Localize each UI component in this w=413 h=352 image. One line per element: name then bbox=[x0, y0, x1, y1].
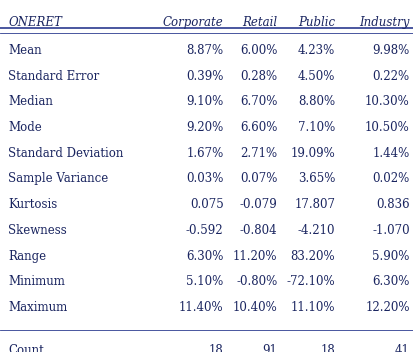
Text: 0.02%: 0.02% bbox=[372, 172, 409, 186]
Text: 1.67%: 1.67% bbox=[186, 147, 223, 160]
Text: 17.807: 17.807 bbox=[294, 198, 335, 211]
Text: 11.40%: 11.40% bbox=[178, 301, 223, 314]
Text: Standard Deviation: Standard Deviation bbox=[8, 147, 123, 160]
Text: 6.30%: 6.30% bbox=[372, 275, 409, 288]
Text: 8.80%: 8.80% bbox=[297, 95, 335, 108]
Text: 1.44%: 1.44% bbox=[372, 147, 409, 160]
Text: 12.20%: 12.20% bbox=[365, 301, 409, 314]
Text: 4.50%: 4.50% bbox=[297, 70, 335, 83]
Text: 0.075: 0.075 bbox=[189, 198, 223, 211]
Text: 6.30%: 6.30% bbox=[186, 250, 223, 263]
Text: Industry: Industry bbox=[358, 16, 409, 29]
Text: Retail: Retail bbox=[242, 16, 277, 29]
Text: Mean: Mean bbox=[8, 44, 42, 57]
Text: -0.592: -0.592 bbox=[185, 224, 223, 237]
Text: Mode: Mode bbox=[8, 121, 42, 134]
Text: 18: 18 bbox=[320, 344, 335, 352]
Text: -1.070: -1.070 bbox=[371, 224, 409, 237]
Text: 3.65%: 3.65% bbox=[297, 172, 335, 186]
Text: 11.10%: 11.10% bbox=[290, 301, 335, 314]
Text: Maximum: Maximum bbox=[8, 301, 67, 314]
Text: 0.836: 0.836 bbox=[375, 198, 409, 211]
Text: -4.210: -4.210 bbox=[297, 224, 335, 237]
Text: Median: Median bbox=[8, 95, 53, 108]
Text: -0.80%: -0.80% bbox=[235, 275, 277, 288]
Text: 19.09%: 19.09% bbox=[290, 147, 335, 160]
Text: 5.10%: 5.10% bbox=[186, 275, 223, 288]
Text: 0.07%: 0.07% bbox=[240, 172, 277, 186]
Text: 9.20%: 9.20% bbox=[186, 121, 223, 134]
Text: Range: Range bbox=[8, 250, 46, 263]
Text: -0.804: -0.804 bbox=[239, 224, 277, 237]
Text: 91: 91 bbox=[262, 344, 277, 352]
Text: 18: 18 bbox=[208, 344, 223, 352]
Text: 6.00%: 6.00% bbox=[240, 44, 277, 57]
Text: Count: Count bbox=[8, 344, 44, 352]
Text: Corporate: Corporate bbox=[162, 16, 223, 29]
Text: -0.079: -0.079 bbox=[239, 198, 277, 211]
Text: 9.98%: 9.98% bbox=[372, 44, 409, 57]
Text: 0.39%: 0.39% bbox=[186, 70, 223, 83]
Text: -72.10%: -72.10% bbox=[286, 275, 335, 288]
Text: Skewness: Skewness bbox=[8, 224, 67, 237]
Text: 4.23%: 4.23% bbox=[297, 44, 335, 57]
Text: 8.87%: 8.87% bbox=[186, 44, 223, 57]
Text: Kurtosis: Kurtosis bbox=[8, 198, 57, 211]
Text: 6.60%: 6.60% bbox=[240, 121, 277, 134]
Text: 41: 41 bbox=[394, 344, 409, 352]
Text: 0.03%: 0.03% bbox=[186, 172, 223, 186]
Text: 0.22%: 0.22% bbox=[372, 70, 409, 83]
Text: 10.40%: 10.40% bbox=[232, 301, 277, 314]
Text: 83.20%: 83.20% bbox=[290, 250, 335, 263]
Text: Minimum: Minimum bbox=[8, 275, 65, 288]
Text: 7.10%: 7.10% bbox=[297, 121, 335, 134]
Text: 2.71%: 2.71% bbox=[240, 147, 277, 160]
Text: 10.50%: 10.50% bbox=[364, 121, 409, 134]
Text: 9.10%: 9.10% bbox=[186, 95, 223, 108]
Text: Standard Error: Standard Error bbox=[8, 70, 99, 83]
Text: Sample Variance: Sample Variance bbox=[8, 172, 108, 186]
Text: 11.20%: 11.20% bbox=[233, 250, 277, 263]
Text: 10.30%: 10.30% bbox=[364, 95, 409, 108]
Text: 5.90%: 5.90% bbox=[372, 250, 409, 263]
Text: 0.28%: 0.28% bbox=[240, 70, 277, 83]
Text: 6.70%: 6.70% bbox=[240, 95, 277, 108]
Text: Public: Public bbox=[297, 16, 335, 29]
Text: ONERET: ONERET bbox=[8, 16, 62, 29]
